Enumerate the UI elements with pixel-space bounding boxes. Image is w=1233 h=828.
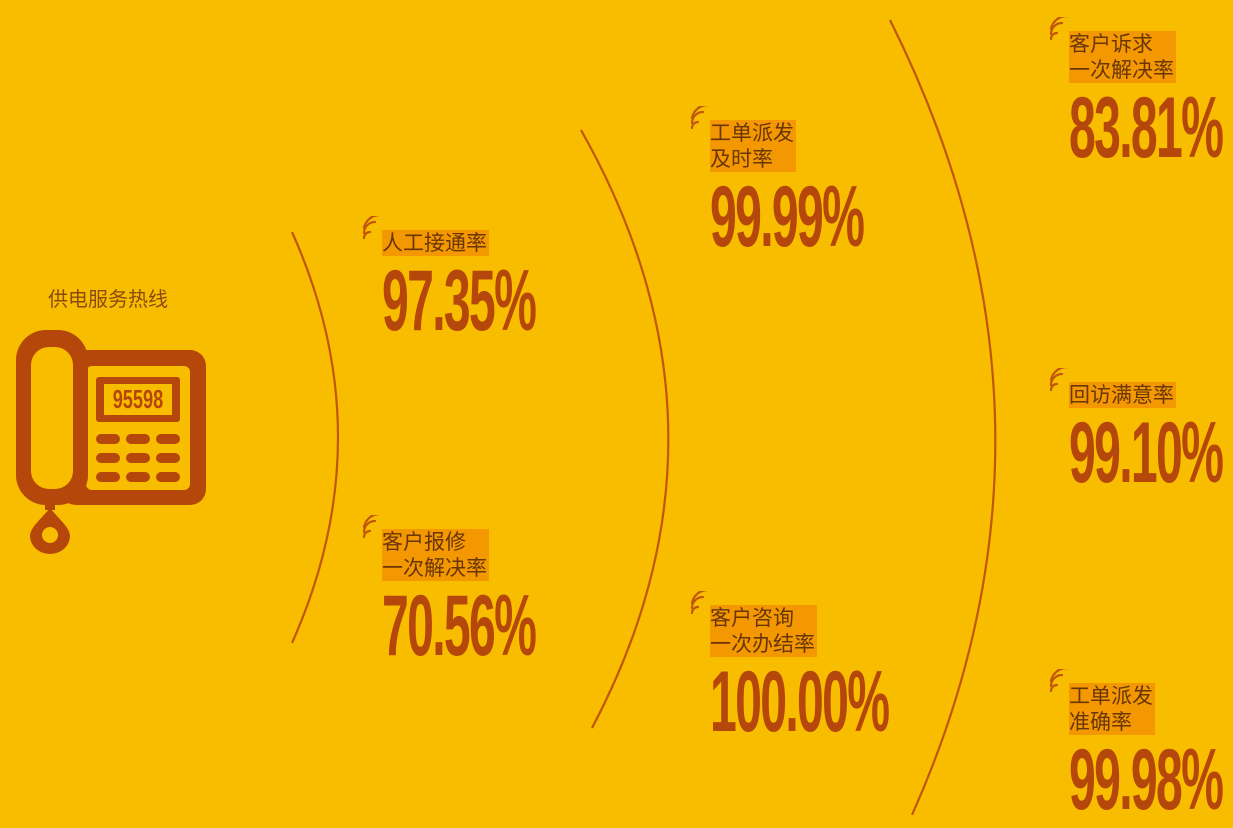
metric-label: 客户诉求 一次解决率	[1069, 31, 1176, 83]
metric: 客户报修 一次解决率 70.56%	[362, 515, 656, 674]
metric-value: 99.10%	[1069, 405, 1224, 501]
signal-icon	[690, 106, 709, 130]
metric-label: 人工接通率	[382, 230, 489, 256]
metric: 回访满意率 99.10%	[1049, 368, 1233, 501]
arc	[580, 129, 670, 729]
metric: 客户诉求 一次解决率 83.81%	[1049, 17, 1233, 176]
label-line: 及时率	[710, 147, 773, 171]
metric-label: 工单派发 及时率	[710, 120, 796, 172]
metric-value: 99.99%	[710, 169, 865, 265]
signal-icon	[362, 216, 381, 240]
label-line: 一次解决率	[1069, 58, 1174, 82]
label-line: 准确率	[1069, 710, 1132, 734]
metric-value: 100.00%	[710, 654, 890, 750]
arc	[889, 19, 997, 815]
phone-icon: 95598	[16, 330, 206, 554]
label-line: 客户诉求	[1069, 32, 1153, 56]
label-line: 工单派发	[1069, 684, 1153, 708]
metric-label: 回访满意率	[1069, 382, 1176, 408]
metric-label: 工单派发 准确率	[1069, 683, 1155, 735]
hotline-number: 95598	[113, 385, 164, 414]
signal-icon	[1049, 669, 1068, 693]
signal-icon	[362, 515, 381, 539]
label-line: 客户报修	[382, 530, 466, 554]
label-line: 一次办结率	[710, 632, 815, 656]
metric: 客户咨询 一次办结率 100.00%	[690, 591, 1029, 750]
metric: 工单派发 及时率 99.99%	[690, 106, 984, 265]
metric-label: 客户咨询 一次办结率	[710, 605, 817, 657]
metric-value: 83.81%	[1069, 80, 1224, 176]
metric: 工单派发 准确率 99.98%	[1049, 669, 1233, 828]
label-line: 客户咨询	[710, 606, 794, 630]
metric-value: 70.56%	[382, 578, 537, 674]
label-line: 回访满意率	[1069, 383, 1174, 407]
label-line: 工单派发	[710, 121, 794, 145]
signal-icon	[690, 591, 709, 615]
metric-value: 99.98%	[1069, 732, 1224, 828]
signal-icon	[1049, 368, 1068, 392]
signal-icon	[1049, 17, 1068, 41]
metric-label: 客户报修 一次解决率	[382, 529, 489, 581]
label-line: 人工接通率	[382, 231, 487, 255]
metric-value: 97.35%	[382, 253, 537, 349]
arc	[290, 231, 339, 644]
label-line: 一次解决率	[382, 556, 487, 580]
hotline-title: 供电服务热线	[48, 287, 168, 311]
metric: 人工接通率 97.35%	[362, 216, 656, 349]
